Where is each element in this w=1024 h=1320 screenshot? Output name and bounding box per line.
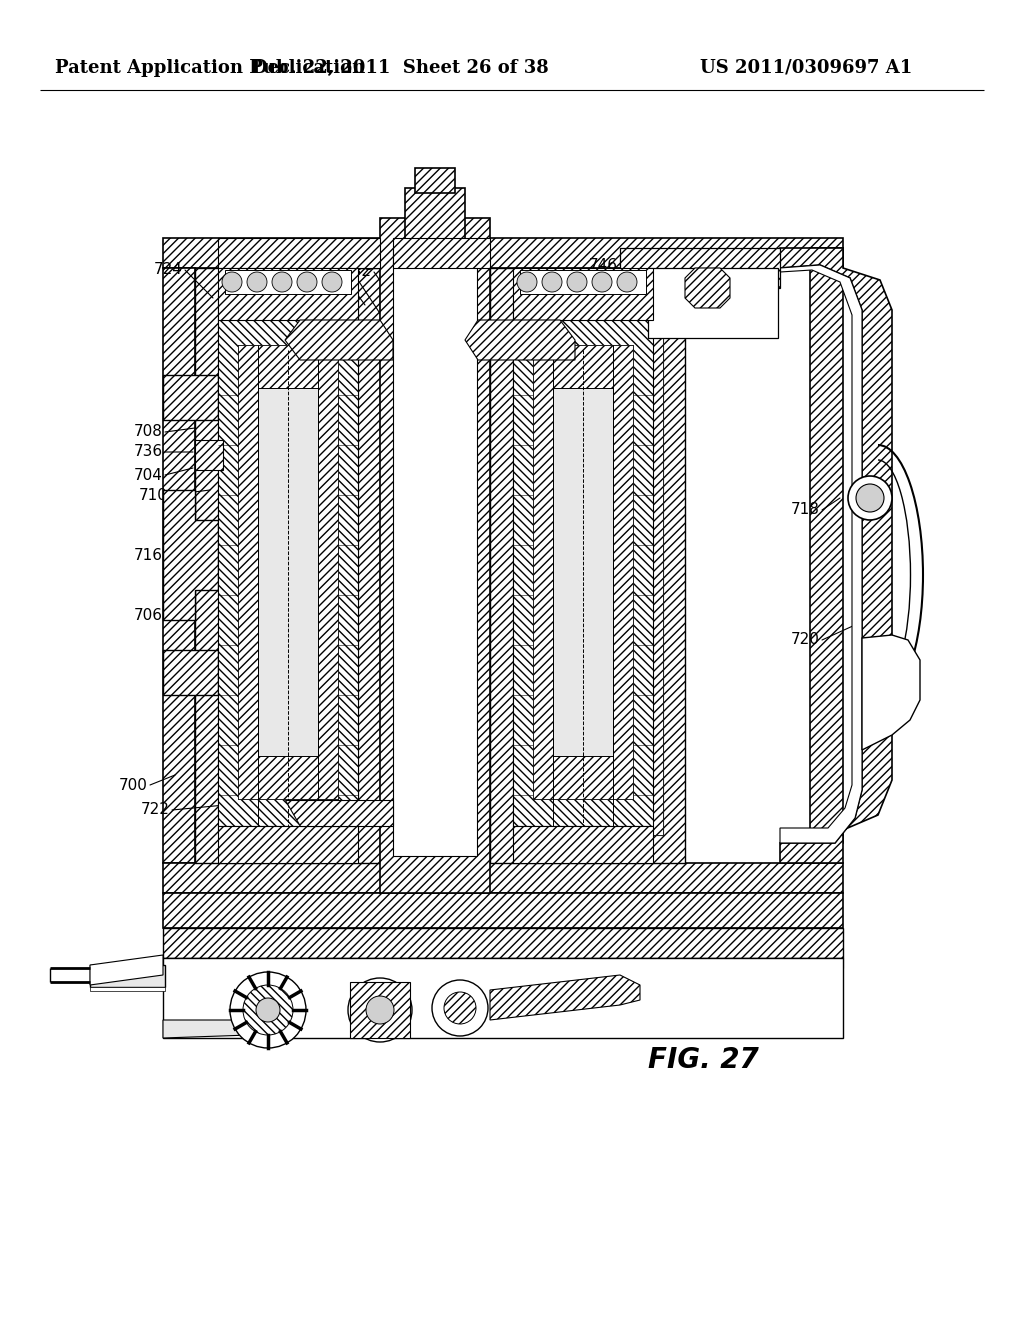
Bar	[810, 248, 843, 843]
Bar	[513, 318, 653, 826]
Bar	[258, 388, 318, 756]
Text: 724: 724	[155, 263, 183, 277]
Polygon shape	[862, 635, 920, 750]
Circle shape	[592, 272, 612, 292]
Bar	[218, 318, 358, 826]
Bar	[406, 187, 465, 243]
Bar	[163, 238, 843, 268]
Bar	[218, 268, 358, 319]
Polygon shape	[685, 268, 730, 308]
Bar	[163, 268, 195, 863]
Text: 738: 738	[303, 255, 332, 269]
Circle shape	[856, 484, 884, 512]
Bar	[553, 388, 613, 756]
Polygon shape	[780, 265, 862, 843]
Text: 722: 722	[141, 803, 170, 817]
Bar	[490, 268, 685, 863]
Bar	[238, 345, 338, 799]
Text: 736: 736	[134, 445, 163, 459]
Bar	[620, 248, 780, 288]
Bar	[393, 248, 477, 855]
Text: 716: 716	[134, 548, 163, 562]
Polygon shape	[163, 490, 218, 620]
Bar	[513, 294, 663, 836]
Circle shape	[848, 477, 892, 520]
Bar	[163, 894, 843, 928]
Bar	[90, 965, 165, 987]
Bar	[218, 294, 358, 836]
Text: 732: 732	[343, 264, 372, 280]
Bar	[380, 218, 490, 894]
Text: Patent Application Publication: Patent Application Publication	[55, 59, 366, 77]
Bar	[218, 294, 358, 836]
Bar	[513, 268, 653, 319]
Polygon shape	[780, 248, 892, 863]
Text: 700: 700	[119, 777, 148, 792]
Bar	[393, 238, 490, 268]
Polygon shape	[90, 954, 163, 985]
Bar	[163, 863, 843, 894]
Circle shape	[243, 985, 293, 1035]
Bar	[534, 345, 633, 799]
Text: 710: 710	[139, 487, 168, 503]
Bar	[350, 982, 410, 1038]
Circle shape	[256, 998, 280, 1022]
Text: 730: 730	[273, 993, 302, 1007]
Circle shape	[432, 979, 488, 1036]
Text: 706: 706	[134, 607, 163, 623]
Bar	[415, 168, 455, 193]
Bar	[163, 375, 218, 420]
Text: Dec. 22, 2011  Sheet 26 of 38: Dec. 22, 2011 Sheet 26 of 38	[252, 59, 549, 77]
Text: 718: 718	[792, 503, 820, 517]
Bar	[648, 268, 778, 338]
Circle shape	[322, 272, 342, 292]
Text: 750: 750	[369, 252, 398, 268]
Text: 740: 740	[280, 248, 308, 264]
Circle shape	[444, 993, 476, 1024]
Bar	[238, 345, 338, 799]
Bar	[534, 345, 633, 799]
Text: 720: 720	[792, 632, 820, 648]
Text: 754: 754	[356, 257, 385, 272]
Circle shape	[542, 272, 562, 292]
Text: 746: 746	[589, 257, 618, 272]
Circle shape	[348, 978, 412, 1041]
Polygon shape	[163, 1020, 250, 1038]
Circle shape	[617, 272, 637, 292]
Bar	[225, 271, 351, 294]
Bar	[513, 826, 653, 863]
Polygon shape	[285, 800, 393, 826]
Circle shape	[366, 997, 394, 1024]
Bar	[90, 987, 165, 991]
Bar	[218, 826, 358, 863]
Circle shape	[297, 272, 317, 292]
Bar	[163, 649, 218, 696]
Bar	[163, 958, 843, 1038]
Polygon shape	[285, 319, 393, 360]
Polygon shape	[163, 928, 843, 958]
Circle shape	[567, 272, 587, 292]
Bar	[195, 440, 223, 470]
Bar	[195, 268, 380, 863]
Bar	[218, 238, 380, 268]
Polygon shape	[465, 319, 575, 360]
Circle shape	[247, 272, 267, 292]
Bar	[513, 294, 663, 836]
Circle shape	[222, 272, 242, 292]
Text: 748: 748	[519, 981, 548, 995]
Text: FIG. 27: FIG. 27	[648, 1045, 759, 1074]
Polygon shape	[163, 958, 843, 968]
Text: 708: 708	[134, 425, 163, 440]
Text: 752: 752	[356, 1001, 385, 1015]
Circle shape	[230, 972, 306, 1048]
Circle shape	[517, 272, 537, 292]
Bar	[520, 271, 646, 294]
Text: 726: 726	[329, 1002, 358, 1018]
Text: 728: 728	[319, 260, 348, 276]
Circle shape	[272, 272, 292, 292]
Text: US 2011/0309697 A1: US 2011/0309697 A1	[700, 59, 912, 77]
Polygon shape	[490, 975, 640, 1020]
Text: 704: 704	[134, 467, 163, 483]
